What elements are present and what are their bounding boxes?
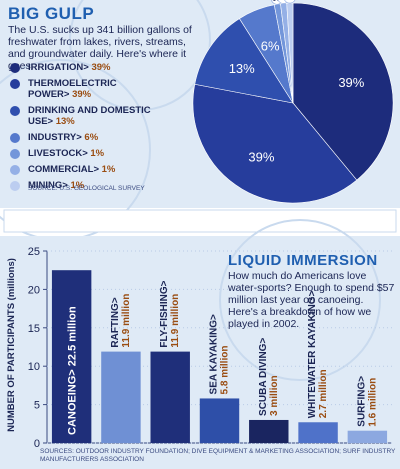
y-tick-label: 10 — [28, 361, 40, 373]
legend-item: IRRIGATION> 39% — [10, 62, 160, 73]
decor-circle — [219, 219, 381, 381]
pie-slice — [292, 2, 394, 181]
y-tick-label: 25 — [28, 246, 40, 258]
legend-value: 6% — [84, 132, 99, 143]
bar-category: WHITEWATER KAYAKING> — [307, 290, 318, 418]
slice-label: 39% — [248, 149, 274, 164]
bar-value-label: 2.7 million — [318, 369, 329, 418]
bar-value-label: 22.5 million — [67, 306, 79, 366]
bar-category: FLY-FISHING> — [159, 280, 170, 347]
legend-swatch — [10, 165, 20, 175]
slice-label: 6% — [261, 38, 280, 53]
legend-value: 39% — [72, 89, 92, 100]
bar — [199, 398, 240, 443]
bar-category: RAFTING> — [110, 297, 121, 347]
legend-label: COMMERCIAL> — [28, 164, 99, 175]
bar-label: CANOEING> 22.5 million — [67, 306, 79, 435]
pie-subtitle: The U.S. sucks up 341 billion gallons of… — [8, 24, 192, 72]
legend: IRRIGATION> 39% THERMOELECTRIC POWER> 39%… — [10, 62, 160, 196]
legend-label: DRINKING AND DOMESTIC USE> — [28, 105, 151, 127]
legend-label: IRRIGATION> — [28, 62, 89, 73]
bar — [347, 430, 388, 443]
slice-label: 1% — [285, 0, 295, 2]
y-tick-label: 5 — [34, 400, 40, 412]
y-tick-label: 0 — [34, 438, 40, 450]
legend-value: 1% — [90, 148, 105, 159]
legend-label: MINING> — [28, 180, 68, 191]
legend-swatch — [10, 63, 20, 73]
legend-item: MINING> 1% — [10, 180, 160, 191]
bar-value-label: 11.9 million — [121, 294, 132, 348]
bar-value-label: 11.9 million — [170, 294, 181, 348]
legend-swatch — [10, 79, 20, 89]
pie-source: SOURCE: U.S. GEOLOGICAL SURVEY — [28, 185, 145, 192]
slice-label: 13% — [229, 61, 255, 76]
y-axis-label: NUMBER OF PARTICIPANTS (millions) — [6, 258, 17, 432]
pie-slice — [192, 83, 358, 204]
bar — [249, 419, 289, 443]
bar-value-label: 1.6 million — [367, 378, 378, 427]
legend-item: COMMERCIAL> 1% — [10, 164, 160, 175]
legend-value: 1% — [70, 180, 85, 191]
bar-category: SURFING> — [356, 376, 367, 427]
bar-source: SOURCES: OUTDOOR INDUSTRY FOUNDATION; DI… — [40, 448, 396, 463]
legend-swatch — [10, 133, 20, 143]
legend-value: 13% — [55, 116, 75, 127]
legend-value: 39% — [91, 62, 111, 73]
legend-label: INDUSTRY> — [28, 132, 82, 143]
decor-circle — [69, 0, 211, 111]
bar-subtitle: How much do Americans love water-sports?… — [228, 270, 395, 330]
legend-label: THERMOELECTRIC POWER> — [28, 78, 117, 100]
legend-label: LIVESTOCK> — [28, 148, 88, 159]
legend-item: LIVESTOCK> 1% — [10, 148, 160, 159]
spacer — [3, 209, 397, 233]
y-tick-label: 15 — [28, 323, 40, 335]
bar-title: LIQUID IMMERSION — [228, 252, 378, 269]
y-tick-label: 20 — [28, 284, 40, 296]
bar — [298, 422, 338, 443]
legend-swatch — [10, 106, 20, 116]
bar-category: SCUBA DIVING> — [258, 338, 269, 416]
legend-item: DRINKING AND DOMESTIC USE> 13% — [10, 105, 160, 127]
slice-label: 1% — [272, 0, 282, 3]
slice-label-bubble — [284, 0, 296, 4]
bar-chart: 0 5 10 15 20 25 CANOEING> 22.5 million RAFTING>… — [28, 246, 392, 450]
legend-swatch — [10, 181, 20, 191]
legend-item: INDUSTRY> 6% — [10, 132, 160, 143]
bar — [150, 351, 190, 443]
pie-slice — [194, 18, 294, 104]
slice-label: 1% — [279, 0, 289, 2]
bar-value-label: 5.8 million — [220, 346, 231, 395]
bar-value-label: 3 million — [269, 375, 280, 416]
bar-category: CANOEING> — [67, 369, 79, 435]
legend-value: 1% — [101, 164, 116, 175]
bar-category: SEA KAYAKING> — [209, 314, 220, 394]
pie-title: BIG GULP — [8, 4, 95, 23]
legend-swatch — [10, 149, 20, 159]
slice-label: 39% — [338, 75, 364, 90]
pie: 39% 39% 13% 6% 1%1%1% — [192, 0, 394, 204]
bar — [51, 270, 92, 443]
bar — [101, 351, 141, 443]
legend-item: THERMOELECTRIC POWER> 39% — [10, 78, 160, 100]
